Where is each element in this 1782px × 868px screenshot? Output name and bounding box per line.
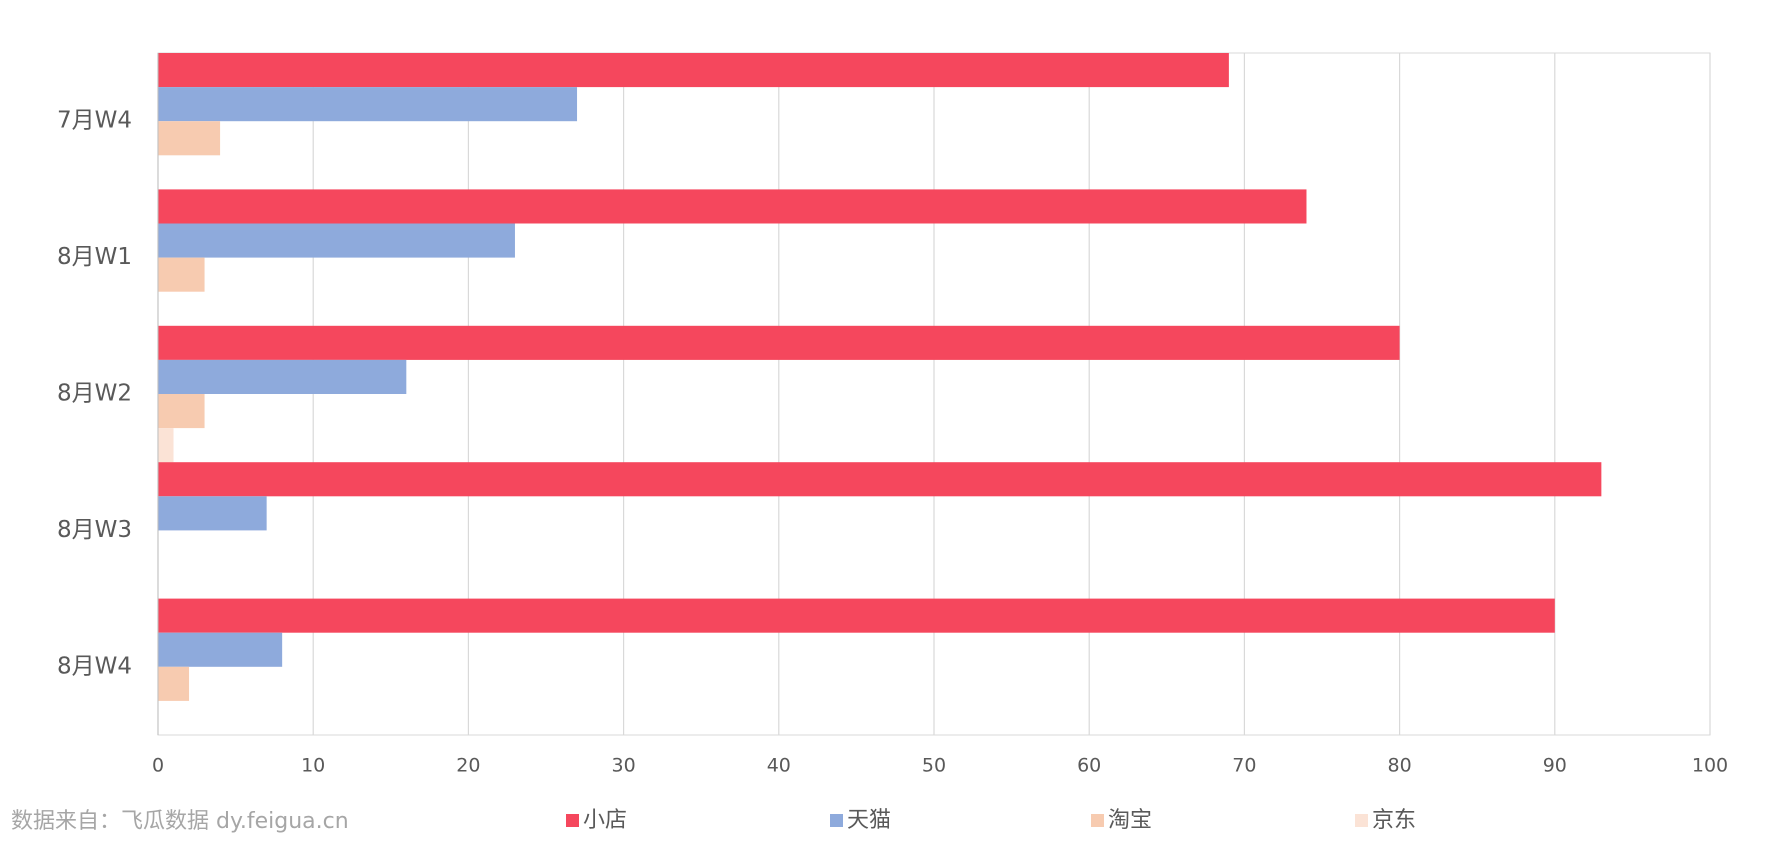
x-tick-label: 50	[922, 755, 946, 777]
bar	[158, 428, 174, 463]
bar	[158, 598, 1555, 633]
y-tick-label: 7月W4	[57, 108, 132, 134]
y-tick-label: 8月W1	[57, 244, 132, 270]
y-tick-label: 8月W2	[57, 381, 132, 407]
bar	[158, 87, 578, 122]
bar	[158, 53, 1229, 88]
bar	[158, 223, 515, 258]
legend-swatch	[566, 814, 579, 827]
bar	[158, 462, 1602, 497]
y-tick-label: 8月W4	[57, 653, 132, 679]
legend-label: 淘宝	[1108, 808, 1152, 833]
x-tick-label: 80	[1388, 755, 1412, 777]
legend-swatch	[830, 814, 843, 827]
x-tick-label: 0	[152, 755, 164, 777]
bar	[158, 121, 221, 156]
x-tick-label: 10	[301, 755, 325, 777]
y-tick-label: 8月W3	[57, 517, 132, 543]
source-note: 数据来自：飞瓜数据 dy.feigua.cn	[11, 809, 349, 834]
bar	[158, 359, 407, 394]
x-tick-label: 70	[1232, 755, 1256, 777]
bar	[158, 496, 267, 531]
x-tick-label: 40	[767, 755, 791, 777]
legend-swatch	[1355, 814, 1368, 827]
bar	[158, 632, 283, 667]
x-tick-label: 60	[1077, 755, 1101, 777]
x-tick-label: 20	[456, 755, 480, 777]
legend-label: 天猫	[847, 808, 891, 833]
x-tick-label: 30	[612, 755, 636, 777]
bar	[158, 189, 1307, 224]
bar	[158, 325, 1400, 360]
bar	[158, 666, 190, 701]
legend-label: 京东	[1372, 808, 1416, 833]
legend-label: 小店	[583, 808, 627, 833]
bar	[158, 257, 205, 292]
x-tick-label: 100	[1692, 755, 1728, 777]
x-tick-label: 90	[1543, 755, 1567, 777]
legend-swatch	[1091, 814, 1104, 827]
bar	[158, 394, 205, 429]
